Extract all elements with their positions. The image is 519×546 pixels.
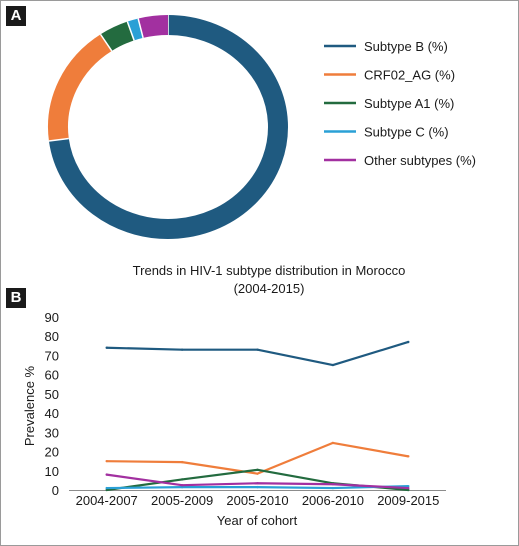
y-tick-label: 50: [45, 387, 59, 402]
line-chart-title: Trends in HIV-1 subtype distribution in …: [133, 263, 406, 296]
data-point-subtype-b: [105, 346, 108, 349]
y-tick-label: 90: [45, 310, 59, 325]
panel-a-label: A: [6, 6, 26, 26]
data-point-subtype-b: [256, 348, 259, 351]
donut-slice-subtype-c: [127, 18, 144, 41]
data-point-crf02-ag: [180, 460, 184, 464]
x-tick-label: 2006-2010: [302, 493, 364, 508]
data-point-subtype-a1: [105, 488, 108, 492]
data-point-other-subtypes: [407, 486, 410, 490]
data-point-other-subtypes: [331, 483, 335, 486]
y-tick-label: 70: [45, 348, 59, 363]
donut-chart: [48, 15, 288, 239]
data-point-subtype-c: [407, 484, 410, 488]
data-point-crf02-ag: [256, 472, 259, 475]
x-tick-label: 2005-2010: [226, 493, 288, 508]
data-point-other-subtypes: [256, 482, 259, 485]
legend-label-subtype-b: Subtype B (%): [364, 39, 448, 54]
donut-legend: Subtype B (%) CRF02_AG (%) Subtype A1 (%) S…: [324, 39, 476, 168]
data-point-subtype-a1: [256, 468, 259, 472]
data-point-subtype-c: [180, 485, 184, 489]
data-point-subtype-a1: [180, 478, 184, 481]
data-point-crf02-ag: [331, 441, 335, 445]
data-point-other-subtypes: [180, 483, 184, 487]
donut-separator: [137, 18, 144, 39]
line-chart-title-line-2: (2004-2015): [234, 281, 305, 296]
data-point-subtype-b: [407, 340, 410, 344]
donut-separator: [99, 33, 113, 52]
data-point-subtype-c: [105, 486, 108, 490]
legend-label-subtype-c: Subtype C (%): [364, 125, 449, 140]
data-point-subtype-b: [180, 348, 184, 351]
panel-b-label: B: [6, 288, 26, 308]
legend-label-subtype-a1: Subtype A1 (%): [364, 96, 454, 111]
line-chart: 0 10 20 30 40 50 60 70 80 90 2004-2007 2005-2009 200…: [45, 310, 446, 508]
y-tick-label: 20: [45, 445, 59, 460]
series-line-subtype-b: [106, 340, 409, 367]
donut-separator: [48, 137, 69, 142]
x-axis-label: Year of cohort: [217, 513, 298, 528]
y-tick-label: 60: [45, 368, 59, 383]
donut-separator: [126, 21, 135, 41]
data-point-subtype-c: [331, 486, 335, 490]
y-axis-label: Prevalence %: [22, 365, 37, 446]
donut-slice-crf02-ag: [48, 34, 112, 142]
data-point-crf02-ag: [105, 459, 108, 463]
donut-slice-other-subtypes: [138, 15, 169, 38]
x-tick-label: 2009-2015: [377, 493, 439, 508]
y-tick-label: 80: [45, 329, 59, 344]
y-tick-label: 0: [52, 483, 59, 498]
data-point-subtype-c: [256, 485, 259, 489]
data-point-other-subtypes: [105, 473, 108, 476]
y-tick-label: 40: [45, 406, 59, 421]
data-point-subtype-a1: [407, 488, 410, 492]
x-tick-label: 2004-2007: [76, 493, 138, 508]
y-tick-label: 10: [45, 464, 59, 479]
data-point-subtype-b: [331, 363, 335, 367]
donut-slice-subtype-b: [48, 15, 288, 239]
y-tick-label: 30: [45, 425, 59, 440]
data-point-crf02-ag: [407, 455, 410, 458]
legend-label-crf02-ag: CRF02_AG (%): [364, 68, 455, 83]
donut-slice-subtype-a1: [100, 21, 135, 52]
legend-label-other-subtypes: Other subtypes (%): [364, 153, 476, 168]
line-chart-title-line-1: Trends in HIV-1 subtype distribution in …: [133, 263, 406, 278]
x-tick-label: 2005-2009: [151, 493, 213, 508]
